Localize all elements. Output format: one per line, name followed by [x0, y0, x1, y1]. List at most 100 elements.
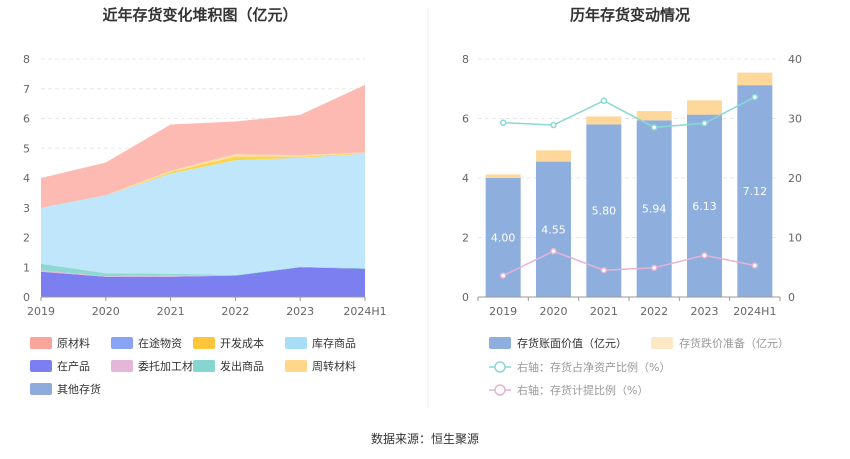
left-x-axis: 2019 2020 2021 2022 2023 2024H1 [27, 296, 387, 318]
line-series-右轴：存货占净资产比例（%） [503, 96, 756, 129]
right-y2-tick-label: 30 [788, 113, 802, 126]
right-legend-marker [494, 384, 506, 396]
line-point [499, 272, 507, 279]
right-secondary-y-axis: 0 10 20 30 40 [788, 53, 802, 304]
line-point [550, 247, 557, 255]
bar-value-label: 6.13 [692, 200, 717, 213]
left-legend-label: 原材料 [57, 336, 90, 350]
left-y-tick-label: 6 [23, 113, 30, 126]
line-point [751, 262, 759, 269]
right-legend: 存货账面价值（亿元） 存货跌价准备（亿元） 右轴：存货占净资产比例（%） 右轴：存货计… [489, 336, 789, 397]
right-y-tick-label: 6 [462, 113, 469, 126]
right-legend-label: 右轴：存货计提比例（%） [517, 383, 648, 397]
bar-inventory-value [737, 85, 773, 298]
line-point [751, 93, 759, 101]
right-legend-label: 存货账面价值（亿元） [517, 336, 627, 350]
line-point [650, 264, 658, 272]
right-x-tick-label: 2024H1 [733, 305, 776, 318]
bar-value-label: 5.80 [592, 205, 617, 218]
left-legend-swatch [30, 360, 52, 372]
right-bars: 4.00 4.55 5.80 5.94 6.13 7.12 [485, 72, 773, 298]
right-legend-swatch [651, 337, 673, 349]
left-x-tick-label: 2023 [286, 305, 314, 318]
right-y-tick-label: 2 [462, 232, 469, 245]
bar-impairment-provision [586, 116, 622, 125]
right-y-axis: 0 2 4 6 8 [462, 53, 469, 304]
area-series-原材料 [41, 84, 365, 208]
bar-impairment-provision [687, 100, 722, 115]
left-y-tick-label: 4 [23, 172, 30, 185]
bar-inventory-value [687, 114, 722, 297]
right-lines [499, 93, 759, 279]
right-y-tick-label: 0 [462, 291, 469, 304]
left-legend-swatch [30, 337, 52, 349]
left-x-tick-label: 2021 [157, 305, 185, 318]
right-y2-tick-label: 10 [788, 232, 802, 245]
bar-impairment-provision [485, 174, 521, 178]
left-y-tick-label: 8 [23, 53, 30, 66]
area-series-库存商品 [41, 153, 365, 275]
left-y-tick-label: 7 [23, 83, 30, 96]
right-x-tick-label: 2020 [540, 305, 568, 318]
area-series-在产品 [41, 267, 365, 297]
line-point [600, 97, 608, 104]
left-chart-title: 近年存货变化堆积图（亿元） [102, 6, 297, 24]
left-y-axis: 0 1 2 3 4 5 6 7 8 [23, 53, 30, 304]
left-y-tick-label: 0 [23, 291, 30, 304]
right-y2-tick-label: 0 [788, 291, 795, 304]
left-x-tick-label: 2019 [27, 305, 55, 318]
bar-impairment-provision [536, 150, 571, 162]
left-x-tick-label: 2022 [221, 305, 249, 318]
left-legend-label: 开发成本 [220, 336, 264, 350]
line-point [701, 120, 708, 127]
bar-value-label: 4.00 [491, 232, 516, 245]
left-y-tick-label: 3 [23, 202, 30, 215]
right-y2-tick-label: 20 [788, 172, 802, 185]
bar-value-label: 4.55 [541, 223, 566, 236]
right-y2-tick-label: 40 [788, 53, 802, 66]
right-legend-label: 存货跌价准备（亿元） [679, 336, 789, 350]
left-legend-swatch [111, 360, 133, 372]
bar-value-label: 7.12 [743, 185, 768, 198]
bar-inventory-value [536, 161, 571, 297]
right-chart-title: 历年存货变动情况 [570, 6, 690, 24]
left-stacked-areas [41, 84, 365, 297]
right-y-tick-label: 4 [462, 172, 469, 185]
bar-impairment-provision [737, 72, 773, 86]
line-point [701, 252, 708, 259]
line-point [600, 266, 608, 274]
right-x-tick-label: 2019 [489, 305, 517, 318]
left-legend-label: 库存商品 [312, 336, 356, 350]
left-y-tick-label: 2 [23, 232, 30, 245]
line-point [550, 121, 557, 129]
left-legend-swatch [193, 360, 215, 372]
left-legend-label: 在途物资 [138, 336, 182, 350]
right-x-tick-label: 2021 [590, 305, 618, 318]
data-source-label: 数据来源：恒生聚源 [371, 431, 479, 446]
right-x-tick-label: 2023 [691, 305, 719, 318]
bar-value-label: 5.94 [642, 203, 667, 216]
left-legend-swatch [111, 337, 133, 349]
line-series-右轴：存货计提比例（%） [502, 250, 755, 277]
right-x-tick-label: 2022 [640, 305, 668, 318]
bar-impairment-provision [636, 111, 672, 121]
left-legend-swatch [285, 360, 307, 372]
right-x-axis: 2019 2020 2021 2022 2023 2024H1 [477, 296, 781, 318]
left-x-tick-label: 2020 [92, 305, 120, 318]
line-point [499, 119, 507, 126]
left-legend-swatch [193, 337, 215, 349]
right-legend-label: 右轴：存货占净资产比例（%） [517, 360, 670, 374]
left-y-tick-label: 1 [23, 261, 30, 274]
right-gridlines [478, 58, 780, 238]
right-legend-marker [494, 361, 506, 373]
line-point [650, 124, 658, 131]
left-legend-label: 周转材料 [312, 359, 356, 373]
left-legend-swatch [285, 337, 307, 349]
right-y-tick-label: 8 [462, 53, 469, 66]
left-legend-label: 委托加工材料 [138, 359, 204, 373]
area-series-周转材料 [41, 152, 365, 208]
left-x-tick-label: 2024H1 [343, 305, 386, 318]
right-legend-swatch [489, 337, 511, 349]
